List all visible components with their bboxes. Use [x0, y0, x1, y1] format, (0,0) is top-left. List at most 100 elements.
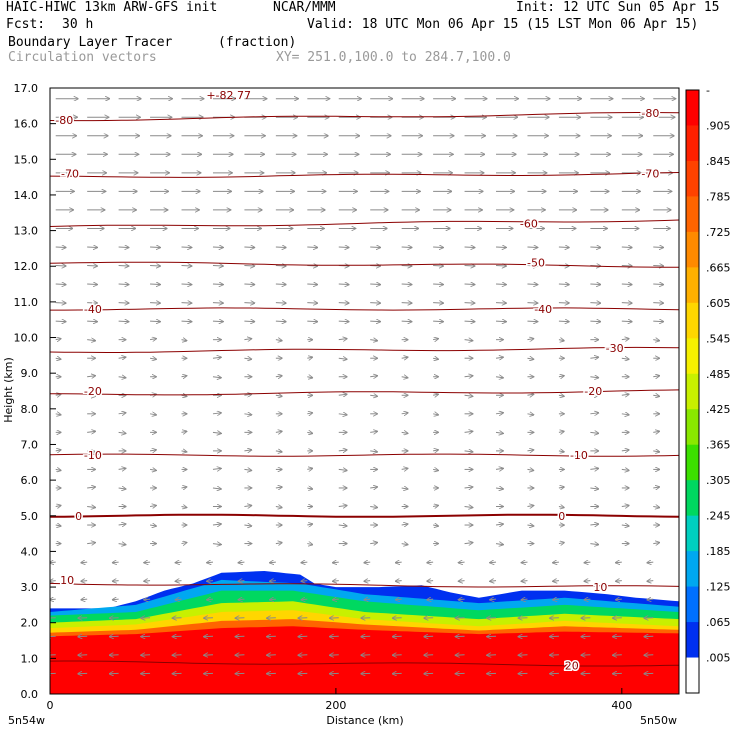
wind-vector: [401, 468, 408, 469]
wind-vector: [275, 543, 282, 544]
wind-vector: [118, 377, 126, 378]
wind-vector: [207, 562, 214, 563]
colorbar-label: .665: [706, 261, 731, 274]
wind-vector: [433, 358, 438, 359]
wind-vector: [50, 562, 56, 563]
wind-vector: [87, 340, 95, 341]
wind-vector: [338, 394, 347, 395]
wind-vector: [150, 247, 160, 248]
isotherm--20: [50, 389, 679, 396]
wind-vector: [495, 377, 503, 378]
wind-vector: [464, 247, 475, 248]
wind-vector: [521, 581, 528, 582]
wind-vector: [244, 525, 251, 526]
wind-vector: [590, 488, 598, 489]
contour-label: 20: [565, 659, 579, 672]
wind-vector: [558, 247, 569, 248]
wind-vector: [338, 414, 347, 415]
wind-vector: [621, 394, 629, 395]
contour-label: 0: [75, 510, 82, 523]
wind-vector: [527, 339, 533, 340]
wind-vector: [464, 340, 473, 341]
wind-vector: [55, 525, 61, 526]
contour-label: 0: [558, 510, 565, 523]
wind-vector: [333, 562, 339, 563]
wind-vector: [118, 488, 126, 489]
y-tick-label: 3.0: [21, 581, 39, 594]
wind-vector: [396, 599, 402, 600]
contour-label: -40: [84, 303, 102, 316]
wind-vector: [118, 303, 129, 304]
wind-vector: [118, 544, 126, 545]
wind-vector: [370, 376, 377, 377]
wind-vector: [244, 247, 254, 248]
colorbar-cell: [686, 160, 699, 197]
y-tick-label: 0.0: [21, 688, 39, 701]
colorbar-cell: [686, 444, 699, 481]
isotherm--40: [50, 307, 679, 311]
wind-vector: [333, 599, 339, 600]
wind-vector: [521, 599, 528, 600]
wind-vector: [653, 543, 659, 544]
wind-vector: [212, 357, 221, 358]
wind-vector: [55, 505, 61, 506]
wind-vector: [495, 284, 506, 285]
wind-vector: [495, 357, 503, 358]
colorbar-label: .125: [706, 581, 731, 594]
wind-vector: [244, 414, 251, 415]
colorbar-cell: [686, 125, 699, 162]
wind-vector: [464, 487, 473, 488]
wind-vector: [176, 599, 182, 600]
wind-vector: [653, 340, 659, 341]
wind-vector: [113, 599, 119, 600]
wind-vector: [370, 506, 377, 507]
wind-vector: [275, 487, 282, 488]
wind-vector: [621, 321, 632, 322]
colorbar-cell: [686, 302, 699, 339]
y-tick-label: 5.0: [21, 510, 39, 523]
colorbar-label: .545: [706, 332, 731, 345]
isotherm-10: [50, 582, 679, 588]
wind-vector: [527, 450, 533, 451]
wind-vector: [401, 357, 408, 358]
wind-vector: [181, 431, 187, 432]
wind-vector: [364, 581, 371, 582]
wind-vector: [527, 505, 533, 506]
wind-vector: [527, 303, 537, 304]
wind-vector: [527, 525, 533, 526]
y-tick-label: 15.0: [14, 153, 39, 166]
contour-label: -40: [534, 303, 552, 316]
corner-label-right: 5n50w: [640, 714, 677, 727]
wind-vector: [370, 321, 380, 322]
wind-vector: [495, 468, 503, 469]
wind-vector: [527, 266, 537, 267]
wind-vector: [401, 432, 408, 433]
wind-vector: [55, 339, 61, 340]
wind-vector: [50, 581, 56, 582]
wind-vector: [495, 544, 503, 545]
wind-vector: [459, 599, 465, 600]
wind-vector: [212, 468, 221, 469]
y-tick-label: 9.0: [21, 367, 39, 380]
wind-vector: [653, 284, 663, 285]
wind-vector: [275, 284, 286, 285]
y-axis: 0.0 1.0 2.0 3.0 4.0 5.0 6.0 7.0 8.0 9.0 10.0 11.0 12…: [14, 82, 56, 701]
wind-vector: [590, 413, 598, 414]
wind-vector: [181, 376, 187, 377]
forecast-label: Fcst:: [6, 17, 46, 32]
top-contour-label: +-82.77: [206, 89, 251, 102]
wind-vector: [621, 469, 629, 470]
wind-vector: [370, 451, 377, 452]
wind-vector: [370, 340, 377, 341]
colorbar-label: .485: [706, 368, 731, 381]
wind-vector: [653, 266, 663, 267]
x-tick-label: 0: [47, 699, 54, 712]
wind-vector: [427, 599, 434, 600]
wind-vector: [150, 321, 160, 322]
wind-vector: [553, 599, 559, 600]
wind-vector: [433, 247, 443, 248]
y-tick-label: 2.0: [21, 617, 39, 630]
isotherm--30: [50, 346, 679, 353]
wind-vector: [338, 505, 347, 506]
